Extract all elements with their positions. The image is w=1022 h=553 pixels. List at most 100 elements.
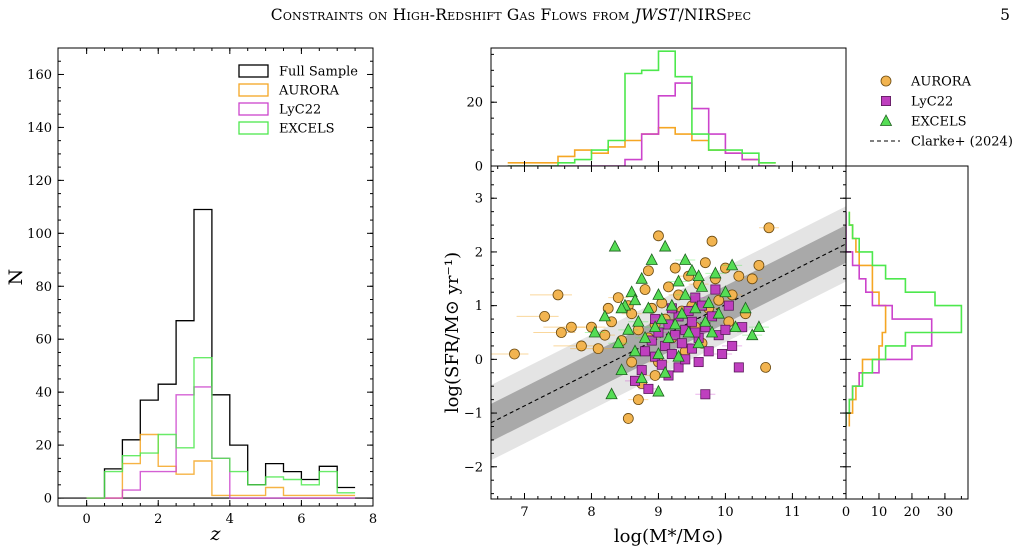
data-point-lyc22: [693, 357, 704, 368]
data-point-lyc22: [673, 362, 684, 373]
data-point-excels: [685, 263, 699, 276]
data-point-aurora: [760, 362, 772, 373]
data-point-aurora: [509, 348, 520, 360]
data-point-excels: [648, 320, 662, 333]
data-point-excels: [705, 325, 719, 338]
data-point-lyc22: [686, 316, 697, 327]
x-tick-label: 7: [520, 505, 528, 520]
legend-swatch: [238, 121, 269, 135]
data-point-excels: [652, 288, 665, 300]
data-point-excels: [632, 314, 645, 327]
data-point-lyc22: [703, 346, 714, 357]
y-tick-label: 100: [27, 227, 52, 242]
top-hist-lyc22: [507, 82, 776, 166]
data-point-lyc22: [676, 338, 687, 349]
data-point-excels: [615, 363, 628, 375]
hist-legend: Full Sample AURORA LyC22 EXCELS: [238, 64, 358, 137]
data-point-excels: [605, 387, 618, 400]
y-tick-label: 0: [44, 492, 52, 507]
x-axis-label: log(M*/M⊙): [614, 526, 723, 547]
top-frame: [490, 47, 847, 167]
hist-series-excels: [86, 357, 356, 499]
data-point-excels: [752, 320, 766, 333]
y-tick-label: 80: [35, 280, 52, 295]
x-tick-label: 8: [587, 505, 595, 520]
x-tick-label: 8: [369, 512, 377, 527]
data-point-excels: [635, 271, 648, 284]
data-point-excels: [622, 322, 635, 335]
data-point-excels: [652, 384, 665, 397]
data-point-excels: [658, 239, 672, 252]
running-title-jwst: JWST: [634, 6, 679, 24]
scatter-series-aurora: [491, 222, 779, 424]
y-tick-label: 2: [475, 245, 483, 260]
data-point-aurora: [699, 257, 711, 269]
y-tick-label: 160: [27, 68, 52, 83]
data-point-aurora: [576, 340, 587, 352]
y-tick-label: 60: [35, 333, 52, 348]
data-point-lyc22: [643, 383, 654, 394]
data-point-excels: [638, 331, 652, 343]
data-point-lyc22: [640, 346, 651, 357]
data-point-excels: [682, 325, 695, 338]
hist-frame: [57, 47, 374, 507]
data-point-excels: [645, 253, 658, 265]
y-tick-label: −1: [464, 407, 483, 422]
data-point-excels: [679, 253, 692, 265]
page-number: 5: [1000, 6, 1010, 24]
running-title: Constraints on High-Redshift Gas Flows f…: [0, 6, 1022, 24]
data-point-lyc22: [733, 362, 744, 373]
data-point-aurora: [763, 222, 775, 234]
data-point-excels: [608, 239, 622, 252]
data-point-lyc22: [727, 340, 738, 351]
data-point-excels: [695, 279, 709, 292]
data-point-aurora: [599, 329, 611, 341]
x-tick-label: 30: [937, 505, 954, 520]
data-point-lyc22: [710, 284, 721, 295]
hist-series-aurora: [86, 433, 356, 499]
scatter-series-lyc22: [625, 284, 748, 400]
right-hist-excels: [846, 211, 963, 427]
legend-marker-excels: [879, 114, 893, 126]
data-point-aurora: [639, 284, 651, 295]
y-tick-label: −2: [464, 460, 483, 475]
x-tick-label: 10: [717, 505, 734, 520]
data-point-excels: [702, 296, 715, 308]
data-point-aurora: [626, 308, 638, 320]
data-point-aurora: [552, 289, 564, 301]
legend-marker-lyc22: [881, 96, 892, 107]
y-tick-label: 1: [475, 299, 483, 314]
x-axis-label: z: [209, 523, 221, 545]
y-tick-label: 140: [27, 121, 52, 136]
data-point-lyc22: [700, 389, 711, 400]
hist-series-lyc22: [86, 386, 356, 499]
data-point-excels: [635, 371, 648, 384]
data-point-excels: [669, 317, 682, 330]
y-tick-label: 40: [35, 386, 52, 401]
y-tick-label: 120: [27, 174, 52, 189]
data-point-excels: [739, 301, 752, 314]
x-tick-label: 2: [154, 512, 162, 527]
data-point-excels: [665, 298, 679, 311]
data-point-excels: [689, 301, 702, 314]
y-tick-label: 20: [35, 439, 52, 454]
page-header: Constraints on High-Redshift Gas Flows f…: [0, 6, 1022, 30]
data-point-aurora: [746, 273, 758, 285]
right-frame: [845, 165, 969, 500]
data-point-aurora: [649, 370, 661, 381]
data-point-excels: [679, 288, 692, 300]
data-point-excels: [692, 269, 705, 282]
data-point-aurora: [612, 292, 624, 303]
data-point-excels: [612, 336, 625, 349]
sfr-mass-scatter-panel: 7 8 9 10 11 −2 −1 0 1 2 3 log(M*/M⊙) log(SFR/M⊙ yr⁻¹…: [442, 165, 847, 547]
x-tick-label: 0: [82, 512, 90, 527]
data-point-excels: [709, 266, 722, 279]
x-tick-label: 9: [654, 505, 662, 520]
data-point-excels: [658, 365, 672, 378]
sfr-histogram-panel: 0 10 20 30: [842, 165, 969, 520]
top-series: [507, 50, 776, 166]
legend-label: Clarke+ (2024): [911, 135, 1013, 150]
x-tick-label: 6: [297, 512, 305, 527]
scatter-series-excels: [584, 239, 769, 400]
